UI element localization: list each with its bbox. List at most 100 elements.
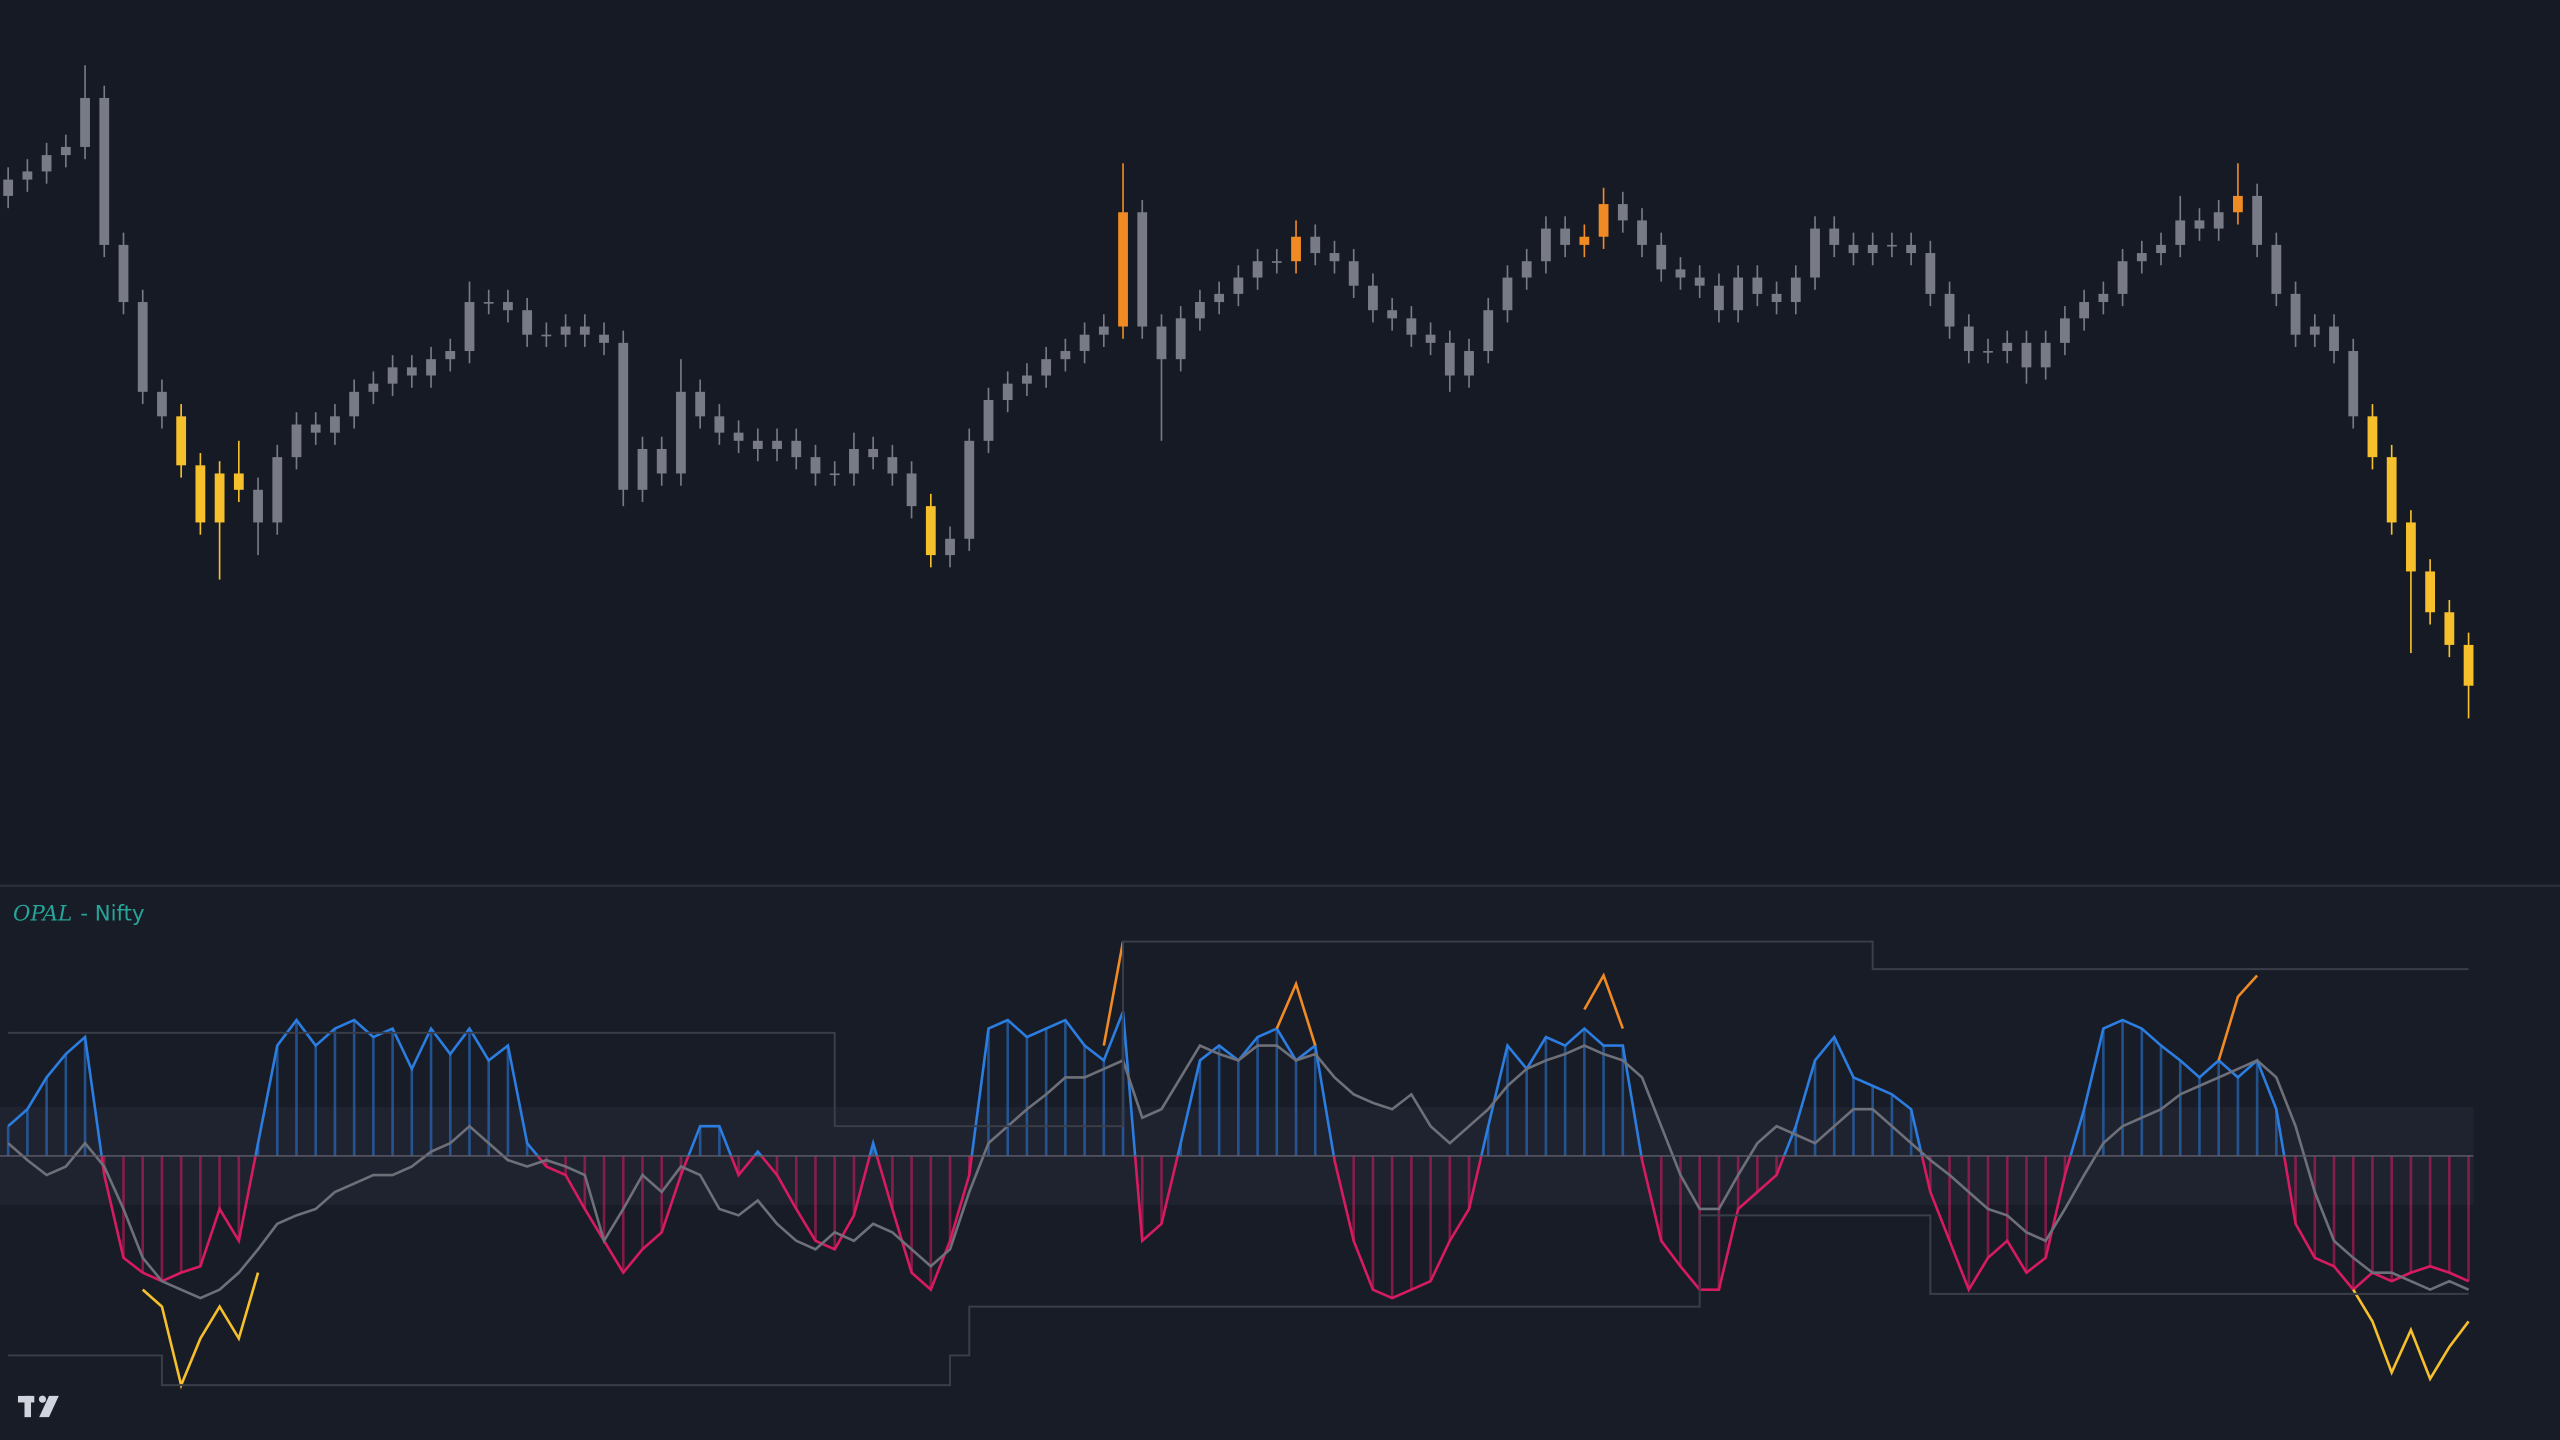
candle-body (1310, 236, 1321, 254)
candle-body (1348, 261, 1359, 286)
histogram-bar (833, 1155, 837, 1250)
histogram-bar (64, 1054, 68, 1156)
candle-body (2386, 457, 2397, 523)
candle-body (1041, 359, 1052, 376)
candle-body (1175, 318, 1186, 360)
candle-body (1271, 261, 1282, 263)
candle-body (1867, 244, 1878, 254)
histogram-bar (1448, 1155, 1452, 1241)
candle-body (1387, 310, 1398, 319)
histogram-bar (583, 1155, 587, 1209)
candle-body (41, 155, 52, 172)
histogram-bar (237, 1155, 241, 1241)
histogram-bar (199, 1155, 202, 1267)
candle-body (695, 391, 706, 417)
candle-body (1944, 293, 1955, 327)
candle-body (1617, 204, 1628, 221)
histogram-bar (1083, 1045, 1086, 1156)
histogram-bar (160, 1155, 164, 1282)
candle-body (80, 97, 90, 147)
candle-body (1771, 293, 1782, 303)
histogram-bar (1429, 1155, 1432, 1282)
oscillator-line-down (100, 1155, 2470, 1300)
histogram-bar (2178, 1060, 2182, 1156)
candle-body (2060, 318, 2070, 343)
candle-body (272, 457, 283, 523)
histogram-bar (871, 1143, 875, 1156)
histogram-bar (1775, 1155, 1778, 1176)
candle-body (2117, 261, 2128, 294)
candle-body (1714, 285, 1724, 311)
candle-body (1368, 285, 1378, 311)
histogram-bar (1544, 1037, 1548, 1156)
signal-line (2217, 974, 2259, 1061)
histogram-bar (45, 1077, 48, 1156)
candle-body (1291, 236, 1301, 262)
band-line (8, 1214, 2469, 1387)
candle-body (1252, 261, 1263, 278)
histogram-bar (179, 1155, 183, 1273)
candle-body (1406, 318, 1417, 335)
histogram-bar (525, 1143, 529, 1156)
histogram-bar (1986, 1155, 1990, 1258)
histogram-bar (410, 1068, 414, 1156)
histogram-bar (1486, 1126, 1490, 1156)
histogram-bar (429, 1028, 433, 1156)
candle-body (2252, 195, 2263, 245)
histogram-bar (1198, 1060, 1202, 1156)
indicator-plot (0, 940, 2474, 1390)
candle-body (1022, 375, 1032, 384)
histogram-bar (1621, 1045, 1625, 1156)
band-line (8, 940, 2469, 1128)
histogram-bar (506, 1045, 510, 1156)
histogram-bar (814, 1155, 817, 1241)
histogram-bar (1410, 1155, 1413, 1290)
candle-body (2194, 220, 2205, 229)
signal-line (1275, 980, 1317, 1046)
histogram-bar (2313, 1155, 2317, 1258)
indicator-name: OPAL (13, 901, 72, 926)
histogram-bar (698, 1126, 702, 1156)
histogram-bar (2409, 1155, 2413, 1273)
histogram-bar (910, 1155, 913, 1273)
candle-body (2002, 342, 2013, 352)
histogram-bar (1736, 1155, 1740, 1209)
histogram-bar (1467, 1155, 1471, 1209)
histogram-bar (1371, 1155, 1375, 1290)
candle-body (829, 473, 840, 476)
candle-body (810, 457, 821, 474)
candle-body (310, 424, 321, 433)
candle-body (1214, 293, 1225, 303)
histogram-bar (2390, 1155, 2393, 1282)
candle-body (656, 448, 667, 474)
histogram-bar (1525, 1068, 1529, 1156)
candle-body (291, 424, 302, 458)
candle-body (483, 302, 494, 304)
histogram-bar (1813, 1060, 1817, 1156)
candle-body (2098, 293, 2109, 303)
candle-body (1733, 277, 1744, 311)
histogram-bar (1506, 1045, 1509, 1156)
histogram-bar (1256, 1037, 1259, 1156)
candle-body (2021, 342, 2032, 368)
candle-body (2425, 571, 2436, 613)
candle-body (1233, 277, 1244, 294)
histogram-bar (2294, 1155, 2297, 1224)
candle-body (522, 310, 533, 335)
histogram-bar (641, 1155, 644, 1250)
histogram-bar (929, 1155, 933, 1290)
histogram-bar (372, 1037, 375, 1156)
histogram-bar (1044, 1028, 1048, 1156)
candle-body (368, 383, 379, 392)
histogram-bar (718, 1126, 721, 1156)
histogram-bar (448, 1054, 452, 1156)
histogram-bar (2025, 1155, 2028, 1273)
candle-body (195, 465, 206, 523)
histogram-bar (2275, 1109, 2278, 1156)
candle-body (1598, 204, 1609, 237)
histogram-bar (987, 1028, 990, 1156)
candle-body (445, 351, 456, 360)
histogram-bar (1832, 1037, 1836, 1156)
